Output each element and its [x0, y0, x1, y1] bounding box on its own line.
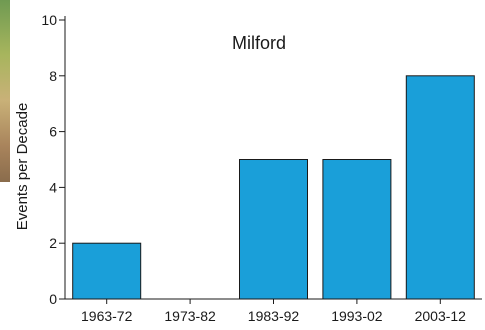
y-axis-ticks: 0 2 4 6 8 10	[41, 12, 65, 307]
bars	[72, 75, 475, 300]
y-tick-label: 10	[41, 12, 57, 28]
x-tick-label: 1993-02	[331, 308, 383, 324]
bar-1983-92	[239, 159, 308, 300]
background-photo-fragment	[0, 0, 10, 182]
x-axis-ticks: 1963-72 1973-82 1983-92 1993-02 2003-12	[81, 299, 466, 324]
x-tick-label: 2003-12	[415, 308, 467, 324]
bar-1963-72	[72, 242, 142, 300]
y-tick-label: 2	[49, 235, 57, 251]
y-tick-label: 6	[49, 124, 57, 140]
bar-1993-02	[322, 159, 392, 300]
x-tick-label: 1983-92	[248, 308, 300, 324]
chart-title: Milford	[232, 33, 286, 53]
bar-2003-12	[405, 75, 475, 300]
y-axis-label: Events per Decade	[14, 103, 31, 231]
y-tick-label: 8	[49, 68, 57, 84]
y-tick-label: 4	[49, 179, 57, 195]
x-tick-label: 1973-82	[164, 308, 216, 324]
x-tick-label: 1963-72	[81, 308, 133, 324]
y-tick-label: 0	[49, 291, 57, 307]
